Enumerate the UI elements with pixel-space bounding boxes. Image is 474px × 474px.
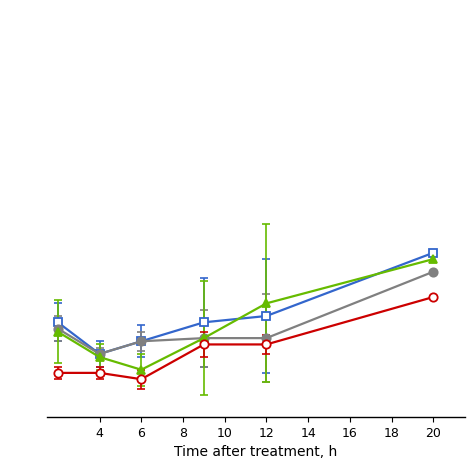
X-axis label: Time after treatment, h: Time after treatment, h [174, 446, 337, 459]
